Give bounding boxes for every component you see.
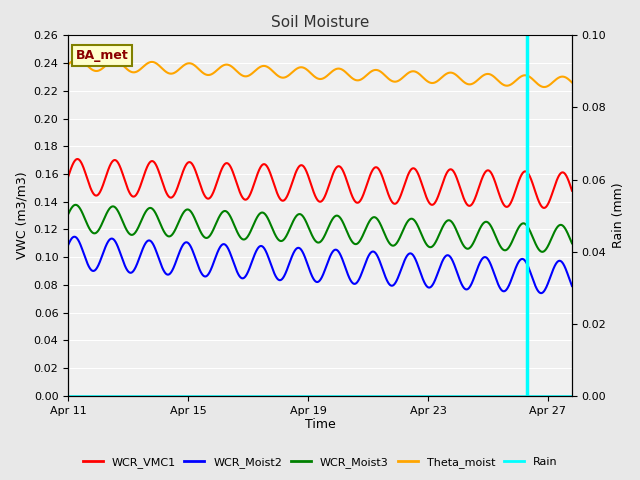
X-axis label: Time: Time <box>305 419 335 432</box>
Title: Soil Moisture: Soil Moisture <box>271 15 369 30</box>
Legend: WCR_VMC1, WCR_Moist2, WCR_Moist3, Theta_moist, Rain: WCR_VMC1, WCR_Moist2, WCR_Moist3, Theta_… <box>78 452 562 472</box>
Y-axis label: Rain (mm): Rain (mm) <box>612 183 625 249</box>
Y-axis label: VWC (m3/m3): VWC (m3/m3) <box>15 172 28 259</box>
Text: BA_met: BA_met <box>76 49 129 62</box>
